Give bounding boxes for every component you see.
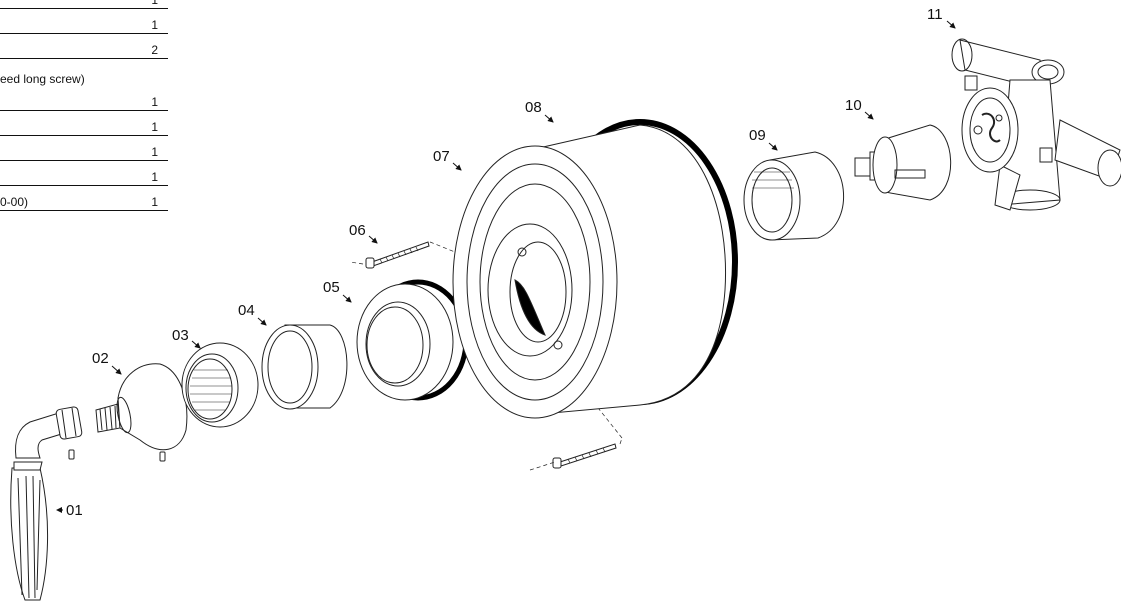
grub-screw [68,449,75,460]
callout-06: 06 [349,222,366,239]
callout-01: 01 [66,502,83,519]
part-01-lever-handle [10,406,83,601]
part-05-ring [356,279,469,401]
row-quantity: 1 [151,195,158,209]
callout-05: 05 [323,279,340,296]
part-11-valve-body [951,38,1121,211]
row-quantity: 1 [151,95,158,109]
part-06-screw [552,443,617,469]
part-04-sleeve [261,324,348,410]
part-02-lever-hub [95,363,188,451]
part-03-threaded-ring [181,342,259,428]
callout-04: 04 [238,302,255,319]
row-quantity: 1 [151,145,158,159]
callout-11: 11 [927,6,943,23]
parts-table-row: 2 [0,42,168,59]
grub-screw [159,451,166,462]
parts-table-row: 1 [0,144,168,161]
parts-table-row: 1 [0,17,168,34]
parts-table-row: 1 [0,0,168,9]
callout-03: 03 [172,327,189,344]
parts-table-note: eed long screw) [0,72,85,86]
parts-table-row: 1 [0,119,168,136]
part-09-cartridge-sleeve [743,151,844,241]
callout-08: 08 [525,99,542,116]
parts-table-row: 1 [0,169,168,186]
callout-07: 07 [433,148,450,165]
row-quantity: 1 [151,120,158,134]
row-description: 0-00) [0,195,29,209]
row-quantity: 1 [151,18,158,32]
callout-02: 02 [92,350,109,367]
row-quantity: 1 [151,0,158,7]
row-quantity: 1 [151,170,158,184]
part-06-screw [365,241,430,269]
parts-table-row: 1 [0,94,168,111]
callout-arrows [56,20,956,513]
callout-10: 10 [845,97,862,114]
row-quantity: 2 [151,43,158,57]
callout-09: 09 [749,127,766,144]
part-10-cartridge [854,124,952,201]
part-07-trim-plate [452,124,727,419]
parts-table-row: 0-00) 1 [0,194,168,211]
